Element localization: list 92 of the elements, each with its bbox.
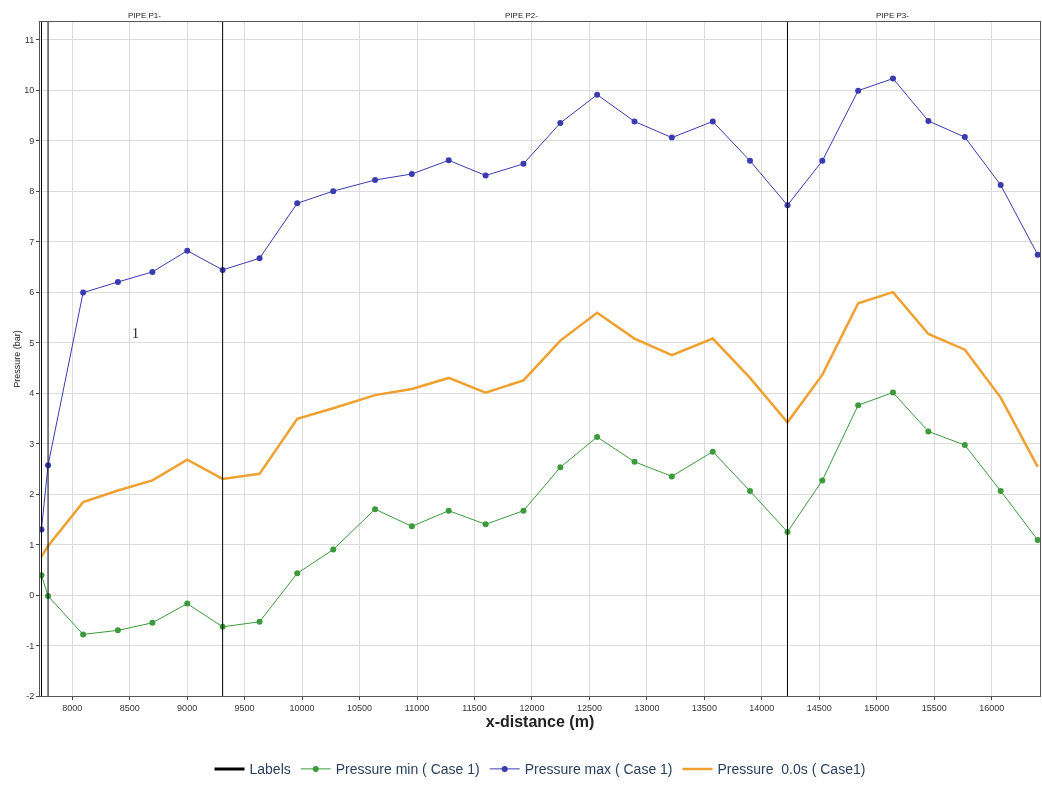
point [149, 619, 156, 626]
point [520, 507, 527, 514]
x-tick-label: 9000 [177, 702, 198, 713]
point [372, 177, 379, 184]
point [294, 200, 301, 207]
y-tick-label: -1 [26, 640, 35, 651]
point [961, 134, 968, 141]
y-tick-label: 7 [29, 236, 35, 247]
point [294, 570, 301, 577]
y-tick-label: 4 [29, 388, 35, 399]
x-tick-label: 11500 [462, 702, 487, 713]
point [330, 188, 337, 195]
point [149, 268, 156, 275]
point [114, 627, 121, 634]
point [631, 458, 638, 465]
y-tick-label: 1 [29, 539, 35, 550]
point [594, 434, 601, 440]
x-tick-label: 14500 [806, 702, 832, 713]
point [819, 477, 826, 484]
point [925, 117, 932, 124]
x-axis-title: x-distance (m) [485, 713, 595, 731]
point [482, 172, 489, 179]
point [256, 618, 263, 625]
point [80, 631, 87, 638]
point [889, 75, 896, 82]
legend-label: Pressure min ( Case 1) [335, 761, 480, 778]
y-tick-label: 10 [24, 85, 35, 96]
point [889, 389, 896, 396]
x-tick-label: 15000 [864, 702, 890, 713]
annotation: 1 [132, 326, 139, 341]
point [997, 182, 1004, 189]
point [184, 247, 191, 254]
point [668, 473, 675, 480]
legend-label: Pressure max ( Case 1) [524, 761, 673, 778]
point [520, 160, 527, 167]
text: PIPE P2- [505, 11, 539, 20]
text: PIPE P3- [876, 11, 910, 20]
point [961, 442, 968, 449]
point [408, 170, 415, 177]
y-tick-label: 0 [29, 590, 35, 601]
line-series [40, 290, 1039, 558]
x-tick-label: 12500 [576, 702, 602, 713]
point [855, 402, 862, 409]
x-tick-label: 13500 [691, 702, 717, 713]
point [668, 134, 675, 141]
legend-label: Pressure 0.0s ( Case1) [717, 761, 866, 778]
x-tick-label: 10000 [289, 702, 315, 713]
y-tick-label: 9 [29, 135, 35, 146]
x-tick-label: 9500 [234, 702, 255, 713]
y-tick-label: 2 [29, 489, 35, 500]
point [330, 546, 337, 553]
point [445, 157, 452, 164]
point [997, 488, 1004, 495]
legend-label: Labels [249, 761, 291, 778]
x-tick-label: 12000 [519, 702, 545, 713]
point [747, 157, 753, 164]
y-tick-label: 3 [29, 438, 35, 449]
point [819, 157, 826, 164]
point [408, 523, 415, 530]
point [482, 521, 489, 528]
x-tick-label: 8000 [62, 702, 83, 713]
y-tick-label: 8 [29, 186, 35, 197]
x-tick-label: 16000 [979, 702, 1005, 713]
x-tick-label: 8500 [119, 702, 140, 713]
y-tick-label: -2 [26, 691, 35, 702]
point [80, 289, 87, 296]
x-tick-label: 13000 [634, 702, 660, 713]
point [709, 448, 716, 455]
x-tick-label: 15500 [921, 702, 947, 713]
y-tick-label: 11 [24, 34, 35, 45]
point [184, 600, 191, 607]
point [925, 428, 932, 435]
point [709, 118, 716, 125]
point [1034, 251, 1040, 258]
text: PIPE P1- [128, 11, 162, 20]
y-tick-label: 5 [29, 337, 35, 348]
x-tick-label: 10500 [347, 702, 373, 713]
point [557, 464, 564, 471]
point [747, 488, 753, 495]
point [114, 279, 121, 286]
point [445, 507, 452, 514]
point [594, 91, 601, 98]
point [855, 87, 862, 94]
y-axis-title: Pressure (bar) [11, 330, 22, 388]
point [372, 506, 379, 513]
x-tick-label: 11000 [404, 702, 430, 713]
x-tick-label: 14000 [749, 702, 775, 713]
y-tick-label: 6 [29, 287, 35, 298]
point [631, 118, 638, 125]
point [256, 255, 263, 262]
point [1034, 537, 1040, 543]
point [557, 119, 564, 126]
